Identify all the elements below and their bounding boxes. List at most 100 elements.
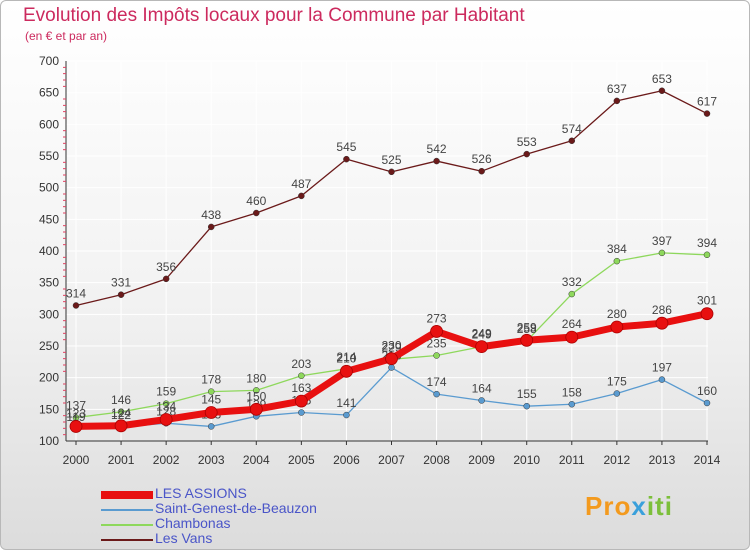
data-point-saint-genest-de-beauzon xyxy=(658,376,666,383)
y-tick-label: 550 xyxy=(39,149,59,163)
data-label-les-vans: 553 xyxy=(517,135,537,149)
data-point-saint-genest-de-beauzon xyxy=(478,397,485,404)
data-point-les-vans xyxy=(343,155,350,163)
y-tick-label: 150 xyxy=(39,402,59,416)
data-point-saint-genest-de-beauzon xyxy=(298,409,305,416)
data-label-les-vans: 545 xyxy=(336,140,356,154)
y-tick-label: 450 xyxy=(39,212,59,226)
data-label-saint-genest-de-beauzon: 141 xyxy=(336,396,356,410)
data-label-les-assions: 280 xyxy=(607,307,627,321)
data-point-les-assions xyxy=(159,413,173,426)
data-point-les-assions xyxy=(294,394,308,408)
data-point-saint-genest-de-beauzon xyxy=(523,402,530,410)
data-point-saint-genest-de-beauzon xyxy=(613,390,621,397)
data-label-chambonas: 394 xyxy=(697,236,717,250)
chart-title: Evolution des Impôts locaux pour la Comm… xyxy=(23,5,525,26)
y-tick-label: 350 xyxy=(39,276,59,290)
data-label-les-assions: 145 xyxy=(201,393,221,407)
data-label-saint-genest-de-beauzon: 160 xyxy=(697,384,717,398)
data-label-chambonas: 332 xyxy=(562,275,582,289)
data-label-chambonas: 146 xyxy=(111,393,131,407)
data-point-les-vans xyxy=(568,137,576,145)
data-label-chambonas: 249 xyxy=(472,328,492,342)
data-label-chambonas: 214 xyxy=(336,350,356,364)
data-label-les-assions: 286 xyxy=(652,303,672,317)
data-point-les-vans xyxy=(703,110,711,117)
legend-swatch-chambonas xyxy=(101,524,153,526)
y-tick-label: 650 xyxy=(39,86,59,100)
data-point-les-vans xyxy=(613,97,621,105)
chart-subtitle: (en € et par an) xyxy=(25,29,108,43)
data-label-les-vans: 356 xyxy=(156,260,176,274)
data-point-saint-genest-de-beauzon xyxy=(703,399,711,407)
data-point-les-assions xyxy=(610,320,624,334)
data-point-chambonas xyxy=(117,408,125,416)
data-label-chambonas: 258 xyxy=(517,322,537,336)
data-label-les-assions: 259 xyxy=(517,320,537,334)
x-tick-label: 2001 xyxy=(108,453,135,467)
data-point-saint-genest-de-beauzon xyxy=(433,390,440,398)
x-tick-label: 2002 xyxy=(153,453,180,467)
x-tick-label: 2013 xyxy=(649,453,676,467)
data-point-saint-genest-de-beauzon xyxy=(343,411,350,419)
data-point-les-assions xyxy=(69,420,83,433)
data-label-les-assions: 150 xyxy=(246,389,266,403)
data-point-les-assions xyxy=(385,352,398,366)
data-point-chambonas xyxy=(658,249,666,257)
data-label-les-assions: 210 xyxy=(336,351,356,365)
data-label-les-vans: 314 xyxy=(66,286,86,300)
x-tick-label: 2012 xyxy=(604,453,631,467)
data-label-chambonas: 384 xyxy=(607,242,627,256)
y-tick-label: 700 xyxy=(39,54,59,68)
data-point-les-assions xyxy=(204,406,218,419)
data-label-saint-genest-de-beauzon: 119 xyxy=(66,410,85,424)
x-tick-label: 2010 xyxy=(513,453,540,467)
data-point-chambonas xyxy=(207,388,215,395)
data-label-saint-genest-de-beauzon: 155 xyxy=(517,387,537,401)
legend-swatch-les-assions xyxy=(101,491,153,499)
data-label-les-vans: 526 xyxy=(472,152,492,166)
x-tick-label: 2004 xyxy=(243,453,270,467)
y-tick-label: 300 xyxy=(39,307,59,321)
data-point-chambonas xyxy=(613,257,621,265)
data-label-les-vans: 653 xyxy=(652,72,672,86)
x-tick-label: 2009 xyxy=(468,453,495,467)
data-point-les-vans xyxy=(72,302,80,309)
data-label-les-assions: 134 xyxy=(156,399,176,413)
data-point-saint-genest-de-beauzon xyxy=(207,423,215,430)
data-point-les-assions xyxy=(565,330,579,344)
data-label-les-assions: 264 xyxy=(562,317,582,331)
x-tick-label: 2007 xyxy=(378,453,405,467)
data-label-les-assions: 123 xyxy=(66,406,86,420)
data-label-saint-genest-de-beauzon: 158 xyxy=(562,385,582,399)
data-label-chambonas: 235 xyxy=(427,337,447,351)
data-point-les-vans xyxy=(433,157,440,165)
legend-swatch-les-vans xyxy=(101,539,153,541)
logo-part-x: x xyxy=(631,491,647,521)
x-tick-label: 2008 xyxy=(423,453,450,467)
y-tick-label: 500 xyxy=(39,181,59,195)
data-label-les-assions: 163 xyxy=(291,381,311,395)
y-tick-label: 200 xyxy=(39,371,59,385)
data-label-saint-genest-de-beauzon: 175 xyxy=(607,375,627,389)
data-point-chambonas xyxy=(298,372,305,380)
legend-label-chambonas: Chambonas xyxy=(155,515,231,531)
data-point-chambonas xyxy=(433,352,440,359)
proxiti-logo: Proxiti xyxy=(585,491,673,522)
data-label-les-assions: 301 xyxy=(697,294,717,308)
data-label-saint-genest-de-beauzon: 174 xyxy=(427,375,447,389)
data-label-les-vans: 525 xyxy=(381,153,401,167)
logo-part-iti: iti xyxy=(646,491,673,521)
data-label-chambonas: 229 xyxy=(381,340,401,354)
data-point-les-vans xyxy=(298,192,305,200)
data-label-les-vans: 637 xyxy=(607,82,627,96)
x-tick-label: 2005 xyxy=(288,453,315,467)
data-point-chambonas xyxy=(703,251,711,259)
data-label-les-vans: 487 xyxy=(291,177,311,191)
data-label-les-vans: 574 xyxy=(562,122,582,136)
x-tick-label: 2003 xyxy=(198,453,225,467)
data-label-chambonas: 203 xyxy=(291,357,311,371)
data-point-chambonas xyxy=(162,400,170,407)
